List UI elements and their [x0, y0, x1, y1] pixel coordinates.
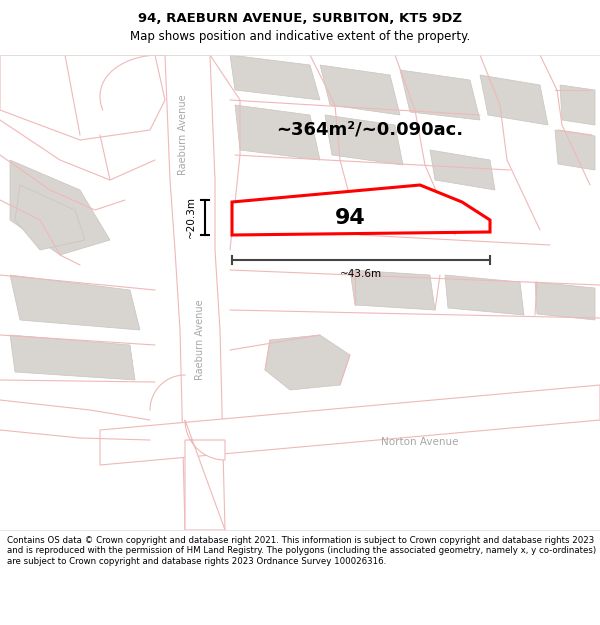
- Polygon shape: [430, 150, 495, 190]
- Polygon shape: [445, 275, 524, 315]
- Polygon shape: [265, 335, 350, 390]
- Polygon shape: [232, 185, 490, 235]
- Polygon shape: [235, 105, 320, 160]
- Polygon shape: [320, 65, 400, 115]
- Polygon shape: [0, 55, 165, 140]
- Polygon shape: [560, 85, 595, 125]
- Text: ~20.3m: ~20.3m: [186, 196, 196, 239]
- Polygon shape: [100, 385, 600, 465]
- Text: Raeburn Avenue: Raeburn Avenue: [195, 299, 205, 380]
- Text: 94, RAEBURN AVENUE, SURBITON, KT5 9DZ: 94, RAEBURN AVENUE, SURBITON, KT5 9DZ: [138, 12, 462, 25]
- Polygon shape: [10, 335, 135, 380]
- Polygon shape: [10, 275, 140, 330]
- Polygon shape: [10, 160, 110, 255]
- Text: Raeburn Avenue: Raeburn Avenue: [178, 94, 188, 175]
- Polygon shape: [155, 55, 225, 530]
- Text: Map shows position and indicative extent of the property.: Map shows position and indicative extent…: [130, 30, 470, 43]
- Polygon shape: [350, 270, 435, 310]
- Text: ~364m²/~0.090ac.: ~364m²/~0.090ac.: [277, 121, 464, 139]
- Polygon shape: [535, 282, 595, 320]
- Polygon shape: [230, 55, 320, 100]
- Text: Norton Avenue: Norton Avenue: [381, 437, 459, 447]
- Text: Contains OS data © Crown copyright and database right 2021. This information is : Contains OS data © Crown copyright and d…: [7, 536, 596, 566]
- Text: ~43.6m: ~43.6m: [340, 269, 382, 279]
- Text: 94: 94: [335, 208, 365, 228]
- Polygon shape: [480, 75, 548, 125]
- Polygon shape: [185, 420, 225, 530]
- Polygon shape: [325, 115, 403, 165]
- Polygon shape: [555, 130, 595, 170]
- Polygon shape: [15, 185, 85, 250]
- Polygon shape: [400, 70, 480, 120]
